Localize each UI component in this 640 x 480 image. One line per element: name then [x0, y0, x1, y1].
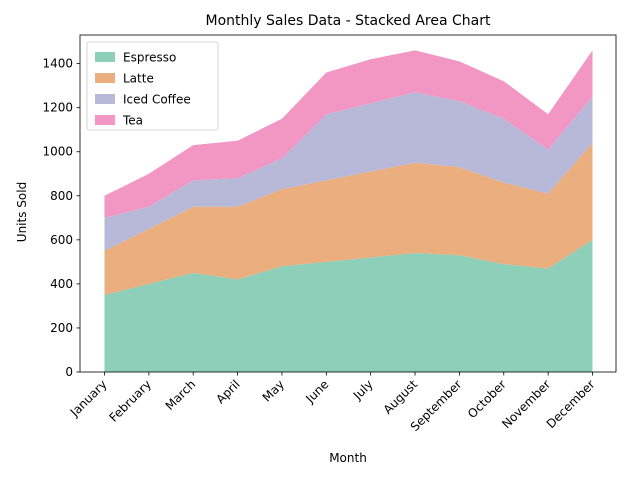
- y-ticks: 0 200 400 600 800 1000 1200 1400: [42, 57, 80, 379]
- x-tick-label: May: [260, 377, 287, 404]
- legend-swatch: [95, 73, 115, 83]
- y-axis-title: Units Sold: [15, 182, 29, 242]
- x-tick-label: February: [106, 377, 154, 425]
- legend-swatch: [95, 94, 115, 104]
- y-tick-label: 1200: [42, 101, 73, 115]
- x-tick-label: October: [465, 377, 509, 421]
- y-tick-label: 1000: [42, 145, 73, 159]
- y-tick-label: 400: [50, 277, 73, 291]
- x-tick-label: July: [350, 377, 376, 403]
- legend-label: Tea: [122, 114, 143, 128]
- x-tick-label: June: [302, 377, 331, 406]
- y-tick-label: 800: [50, 189, 73, 203]
- y-tick-label: 600: [50, 233, 73, 247]
- x-tick-label: August: [381, 377, 421, 417]
- legend-swatch: [95, 115, 115, 125]
- legend-label: Espresso: [123, 51, 176, 65]
- x-tick-label: December: [544, 377, 598, 431]
- area-layers: [104, 50, 593, 372]
- x-tick-label: March: [163, 377, 199, 413]
- x-axis-title: Month: [329, 451, 367, 465]
- area-latte: [104, 142, 593, 295]
- axes: [79, 34, 617, 373]
- area-espresso: [104, 239, 593, 372]
- y-tick-label: 200: [50, 321, 73, 335]
- legend-label: Latte: [123, 72, 154, 86]
- y-tick-label: 1400: [42, 57, 73, 71]
- chart-title: Monthly Sales Data - Stacked Area Chart: [206, 13, 491, 29]
- legend-swatch: [95, 52, 115, 62]
- legend-label: Iced Coffee: [123, 93, 191, 107]
- x-tick-label: January: [67, 377, 110, 420]
- plot-frame: [79, 34, 617, 373]
- legend-box: [86, 41, 219, 131]
- area-tea: [104, 50, 593, 218]
- y-tick-label: 0: [65, 365, 73, 379]
- x-tick-label: April: [213, 377, 242, 406]
- area-iced-coffee: [104, 92, 593, 251]
- legend: Espresso Latte Iced Coffee Tea: [86, 41, 219, 131]
